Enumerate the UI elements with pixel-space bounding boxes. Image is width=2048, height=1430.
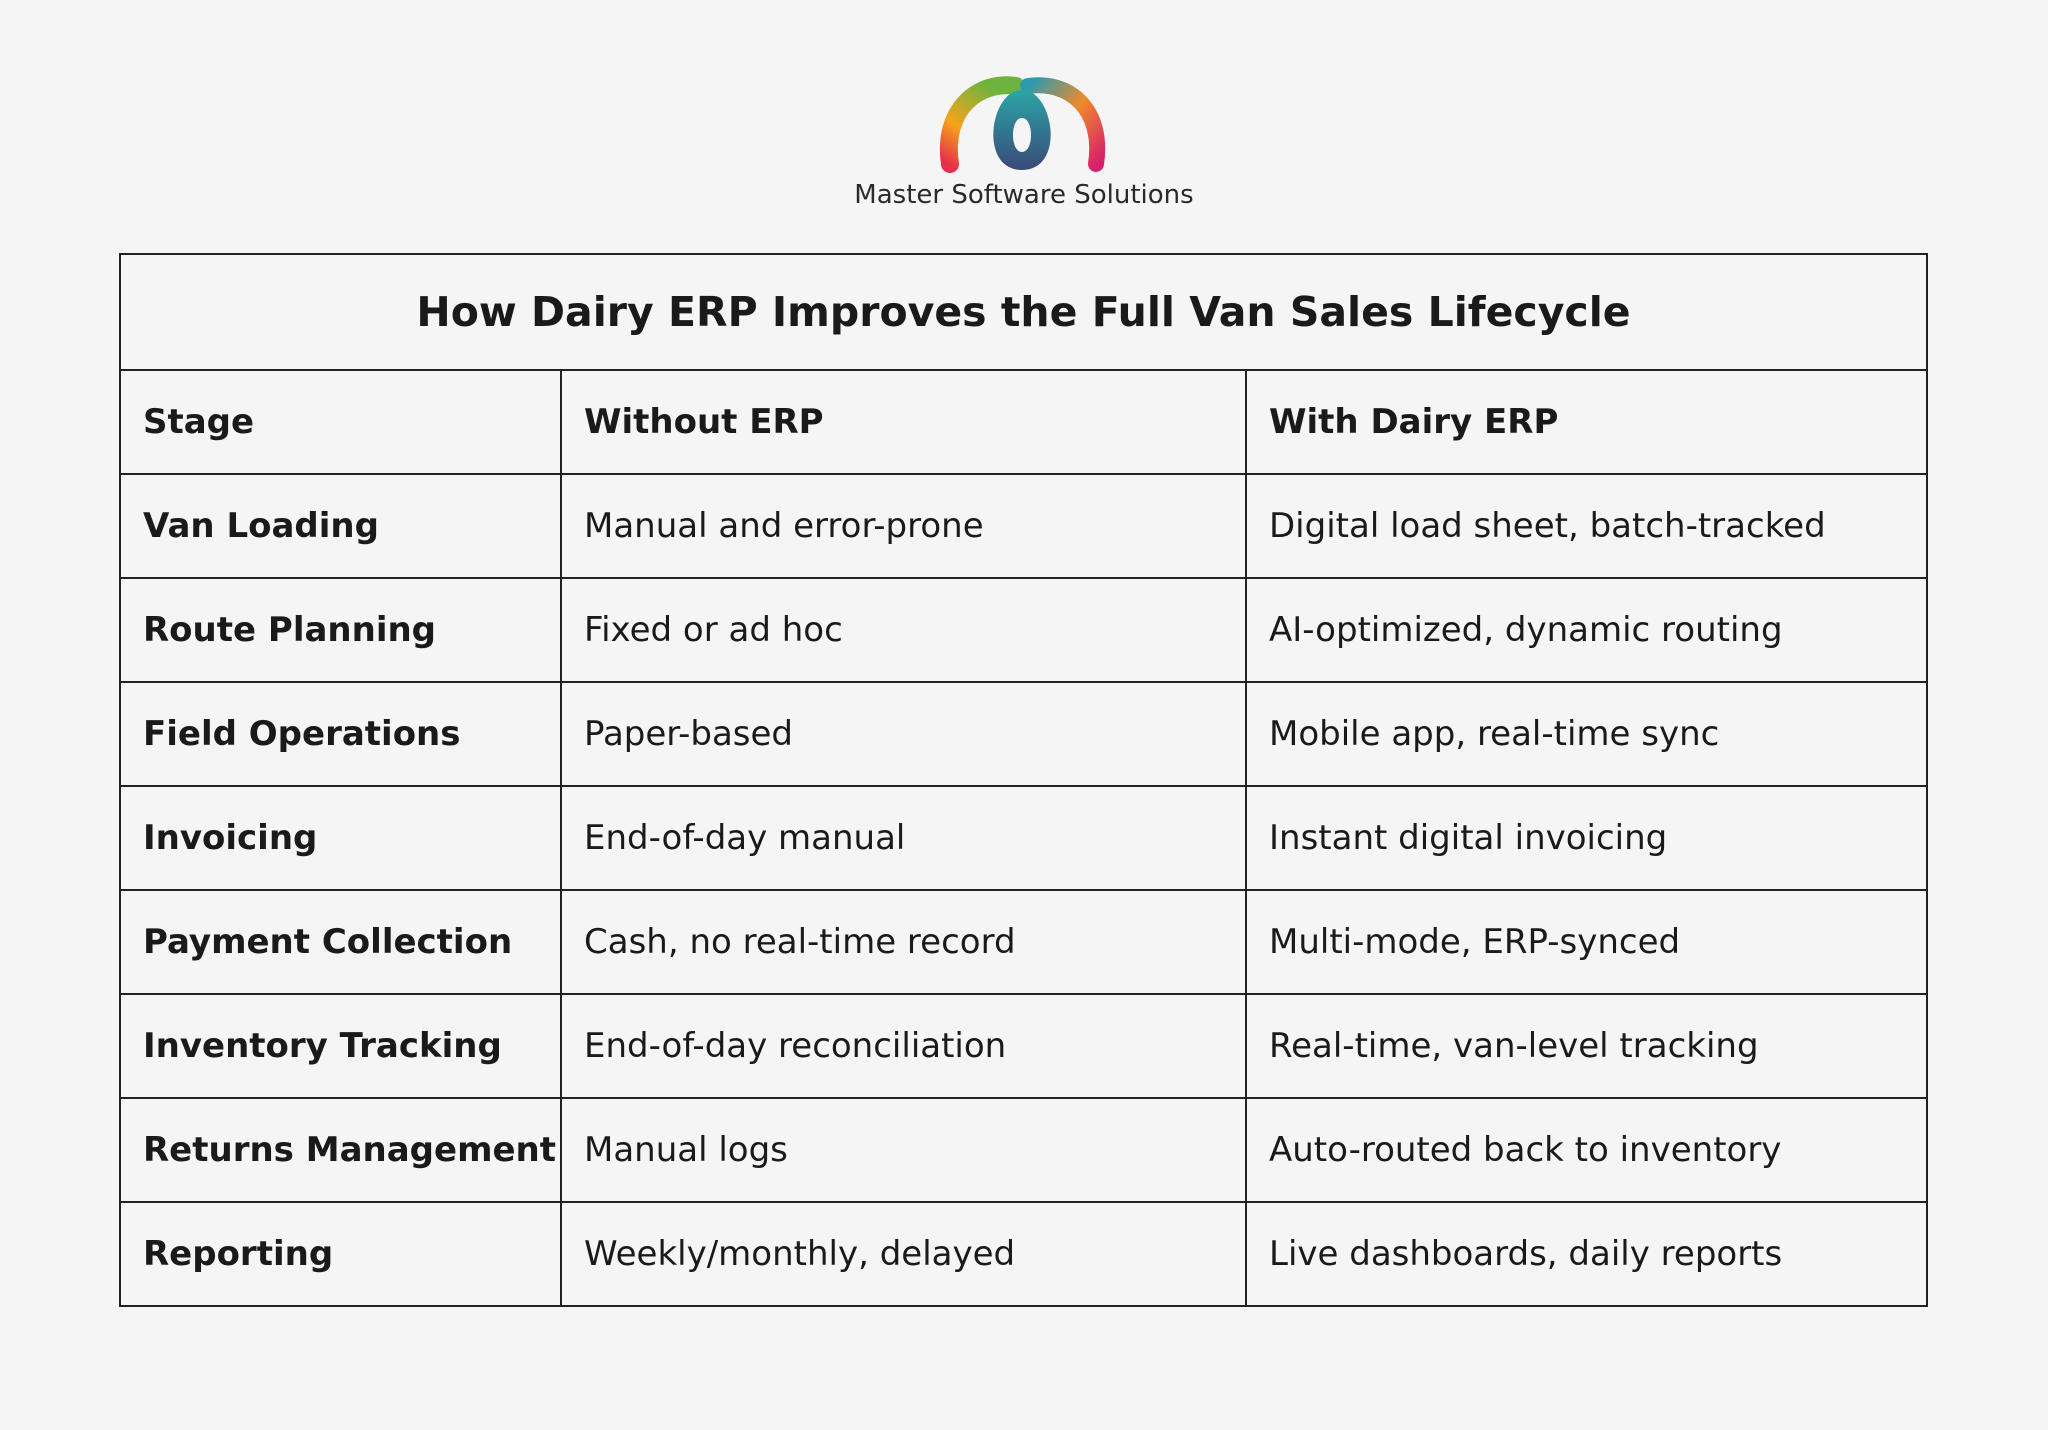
logo	[939, 76, 1106, 173]
cell: Multi-mode, ERP-synced	[1245, 889, 1928, 995]
stage-cell: Route Planning	[119, 577, 562, 683]
cell: Mobile app, real-time sync	[1245, 681, 1928, 787]
stage-cell: Invoicing	[119, 785, 562, 891]
stage-cell: Payment Collection	[119, 889, 562, 995]
brand-name: Master Software Solutions	[854, 180, 1194, 210]
table-row: Field Operations Paper-based Mobile app, r…	[119, 681, 1928, 787]
cell: Real-time, van-level tracking	[1245, 993, 1928, 1099]
table-row: Reporting Weekly/monthly, delayed Live das…	[119, 1201, 1928, 1307]
table-row: Returns Management Manual logs Auto-routed…	[119, 1097, 1928, 1203]
cell: Cash, no real-time record	[560, 889, 1247, 995]
cell: Live dashboards, daily reports	[1245, 1201, 1928, 1307]
cell: Auto-routed back to inventory	[1245, 1097, 1928, 1203]
table-row: Inventory Tracking End-of-day reconciliat…	[119, 993, 1928, 1099]
table-row: Payment Collection Cash, no real-time rec…	[119, 889, 1928, 995]
table-row: Route Planning Fixed or ad hoc AI-optimize…	[119, 577, 1928, 683]
cell: Instant digital invoicing	[1245, 785, 1928, 891]
column-header: Without ERP	[560, 369, 1247, 475]
cell: Fixed or ad hoc	[560, 577, 1247, 683]
comparison-table: How Dairy ERP Improves the Full Van Sale…	[119, 253, 1928, 1307]
stage-cell: Van Loading	[119, 473, 562, 579]
stage-cell: Inventory Tracking	[119, 993, 562, 1099]
cell: Digital load sheet, batch-tracked	[1245, 473, 1928, 579]
table-row: Van Loading Manual and error-prone Digital…	[119, 473, 1928, 579]
cell: Manual logs	[560, 1097, 1247, 1203]
cell: AI-optimized, dynamic routing	[1245, 577, 1928, 683]
stage-cell: Returns Management	[119, 1097, 562, 1203]
header-row: Stage Without ERP With Dairy ERP	[119, 369, 1928, 475]
cell: End-of-day reconciliation	[560, 993, 1247, 1099]
cell: End-of-day manual	[560, 785, 1247, 891]
column-header: Stage	[119, 369, 562, 475]
table-title: How Dairy ERP Improves the Full Van Sale…	[119, 253, 1928, 371]
cell: Weekly/monthly, delayed	[560, 1201, 1247, 1307]
table-body: Van Loading Manual and error-prone Digital…	[119, 473, 1928, 1307]
cell: Paper-based	[560, 681, 1247, 787]
column-header: With Dairy ERP	[1245, 369, 1928, 475]
stage-cell: Field Operations	[119, 681, 562, 787]
stage-cell: Reporting	[119, 1201, 562, 1307]
cell: Manual and error-prone	[560, 473, 1247, 579]
table-row: Invoicing End-of-day manual Instant digita…	[119, 785, 1928, 891]
